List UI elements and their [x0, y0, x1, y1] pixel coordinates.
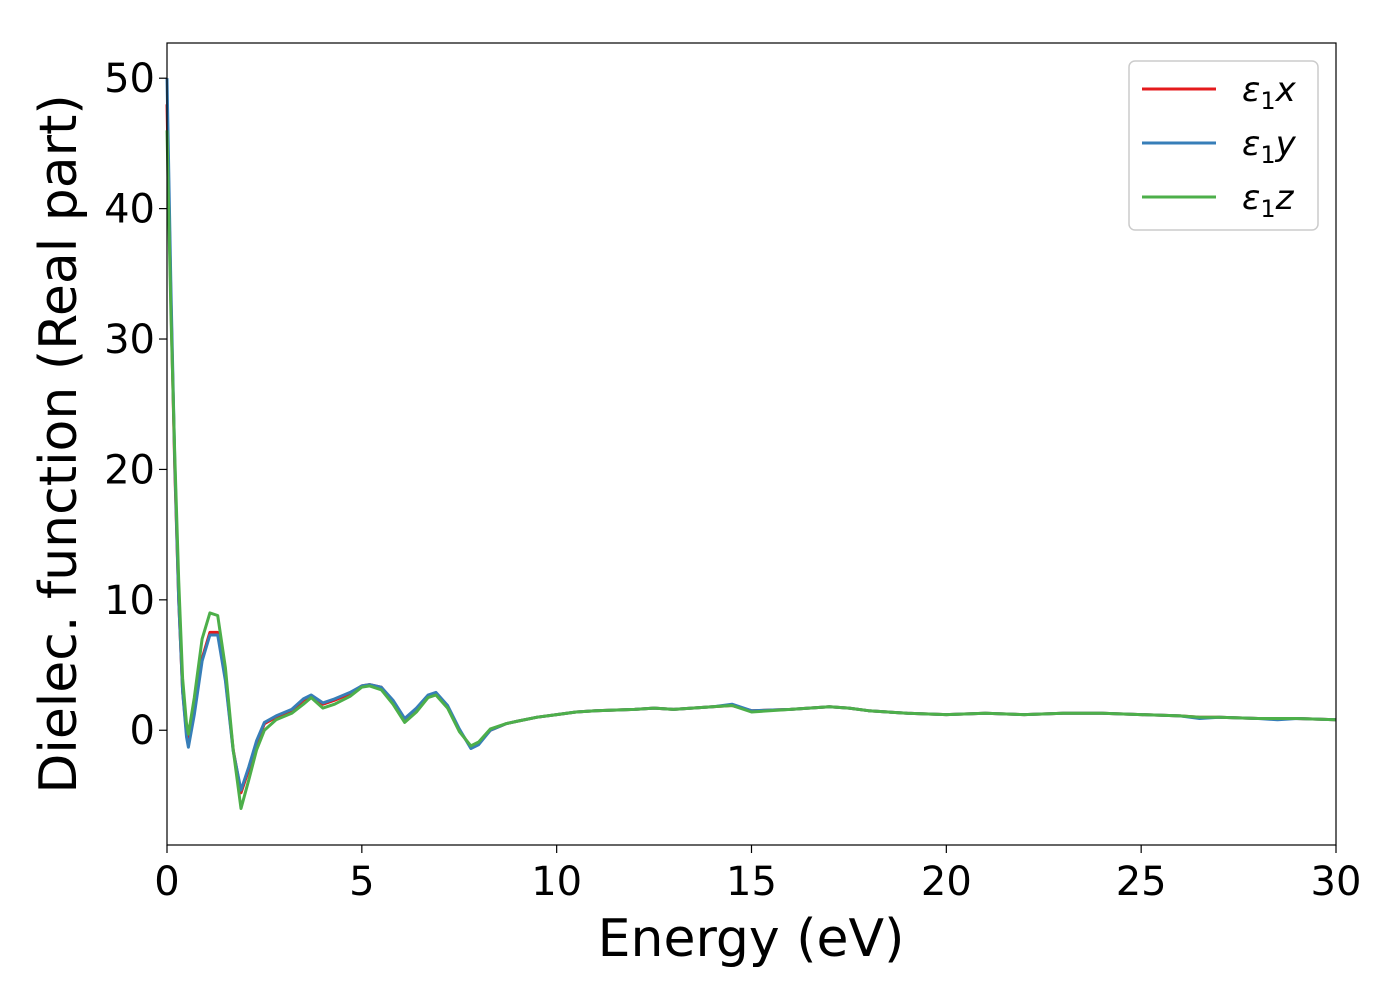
legend: ε1x ε1y ε1z: [1128, 60, 1319, 231]
x-tick-label: 0: [154, 859, 179, 905]
x-tick-label: 10: [531, 859, 582, 905]
legend-label: ε1z: [1242, 178, 1295, 223]
x-tick-label: 25: [1116, 859, 1167, 905]
y-tick-label: 0: [130, 708, 155, 754]
series-line-3: [165, 130, 1337, 810]
legend-label: ε1y: [1242, 124, 1297, 169]
x-tick-label: 15: [726, 859, 777, 905]
x-tick-label: 30: [1311, 859, 1362, 905]
y-tick-label: 50: [104, 56, 155, 102]
x-tick-label: 20: [921, 859, 972, 905]
x-axis-label: Energy (eV): [598, 909, 905, 969]
y-tick-label: 40: [104, 187, 155, 233]
y-axis-label: Dielec. function (Real part): [29, 94, 89, 793]
x-axis-ticks: 0 5 10 15 20 25 30: [154, 845, 1361, 905]
legend-box: [1128, 60, 1319, 231]
x-tick-label: 5: [349, 859, 374, 905]
series-layer: [165, 78, 1337, 810]
y-tick-label: 30: [104, 317, 155, 363]
y-tick-label: 20: [104, 447, 155, 493]
y-tick-label: 10: [104, 578, 155, 624]
y-axis-ticks: 0 10 20 30 40 50: [104, 56, 167, 754]
legend-label: ε1x: [1242, 70, 1297, 115]
